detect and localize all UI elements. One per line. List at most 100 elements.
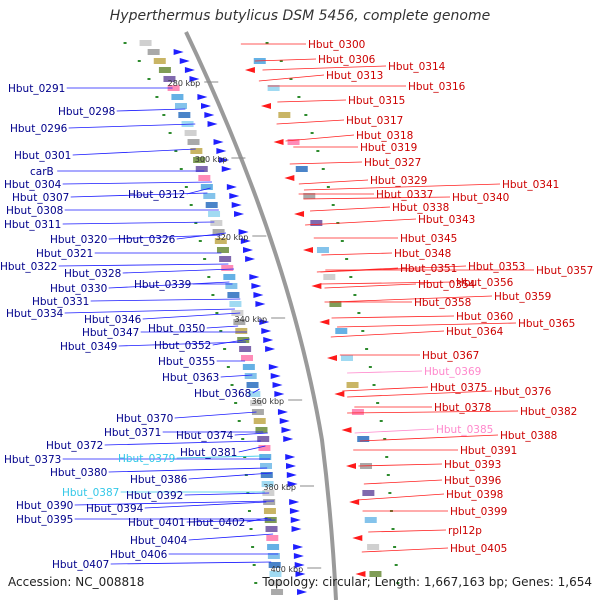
forward-gene-arrow <box>289 499 300 505</box>
right-gene-label: Hbut_0317 <box>346 115 403 127</box>
outer-track-mark <box>393 546 397 548</box>
left-leader-line <box>252 388 260 394</box>
gene-block <box>346 382 359 388</box>
left-gene-label: Hbut_0407 <box>52 559 109 571</box>
gene-block <box>266 535 279 541</box>
gene-block <box>263 499 276 505</box>
left-leader-line <box>70 192 208 198</box>
left-gene-label: Hbut_0370 <box>116 413 173 425</box>
right-gene-label: Hbut_0340 <box>452 192 509 204</box>
left-gene-label: Hbut_0380 <box>50 467 107 479</box>
right-leader-line <box>331 315 455 319</box>
left-leader-line <box>144 501 267 509</box>
right-leader-line <box>305 218 417 226</box>
right-gene-label: Hbut_0376 <box>494 386 552 398</box>
outer-track-mark <box>241 438 245 440</box>
outer-track-mark <box>386 474 390 476</box>
gene-block <box>240 355 253 361</box>
forward-gene-arrow <box>213 139 224 145</box>
outer-track-mark <box>326 186 330 188</box>
gene-block <box>260 463 273 469</box>
right-gene-label: Hbut_0357 <box>536 265 593 277</box>
outer-track-mark <box>254 582 258 584</box>
right-gene-label: Hbut_0354 <box>418 279 476 291</box>
outer-track-mark <box>207 276 211 278</box>
gene-block <box>184 130 197 136</box>
left-gene-label: Hbut_0334 <box>6 308 64 320</box>
reverse-gene-arrow <box>294 211 305 217</box>
gene-block <box>239 346 252 352</box>
left-gene-label: Hbut_0311 <box>4 219 61 231</box>
left-gene-label: Hbut_0401 <box>128 517 185 529</box>
gene-block <box>219 256 232 262</box>
gene-block <box>255 427 268 433</box>
left-gene-label: Hbut_0355 <box>158 356 215 368</box>
right-gene-label: Hbut_0360 <box>456 311 513 323</box>
reverse-gene-arrow <box>273 139 284 145</box>
outer-track-mark <box>252 564 256 566</box>
right-gene-label: Hbut_0353 <box>468 261 525 273</box>
right-gene-label: Hbut_0398 <box>446 489 503 501</box>
left-gene-label: Hbut_0392 <box>126 490 183 502</box>
forward-gene-arrow <box>285 454 296 460</box>
right-leader-line <box>303 196 451 200</box>
right-gene-label: Hbut_0399 <box>450 506 507 518</box>
outer-track-mark <box>237 420 241 422</box>
right-leader-line <box>358 463 443 467</box>
gene-block <box>242 364 255 370</box>
outer-track-mark <box>304 114 308 116</box>
right-leader-line <box>363 479 443 485</box>
right-label-layer: Hbut_0300 Hbut_0306 Hbut_0314 Hbut_0313 Hbut… <box>308 39 593 555</box>
gene-block <box>248 391 261 397</box>
forward-gene-arrow <box>189 76 200 82</box>
right-gene-label: Hbut_0318 <box>356 130 413 142</box>
right-leader-line <box>289 161 363 165</box>
left-gene-label: Hbut_0404 <box>130 535 188 547</box>
right-gene-label: Hbut_0345 <box>400 233 457 245</box>
forward-gene-arrow <box>238 229 249 235</box>
right-gene-label: Hbut_0358 <box>414 297 471 309</box>
left-leader-line <box>238 445 266 453</box>
right-gene-label: Hbut_0337 <box>376 189 433 201</box>
outer-track-mark <box>246 492 250 494</box>
left-leader-line <box>64 308 235 314</box>
reverse-gene-arrow <box>260 103 271 109</box>
outer-track-mark <box>340 240 344 242</box>
left-leader-line <box>108 467 268 473</box>
left-gene-label: Hbut_0339 <box>134 279 191 291</box>
right-gene-label: Hbut_0375 <box>430 382 487 394</box>
left-gene-label: Hbut_0387 <box>62 487 119 499</box>
forward-gene-arrow <box>234 211 245 217</box>
left-label-layer: Hbut_0291 Hbut_0298 Hbut_0296 Hbut_0301 carB… <box>0 83 251 571</box>
left-leader-line <box>186 187 211 195</box>
tick-label: 400 kbp <box>271 565 304 574</box>
forward-gene-arrow <box>242 247 253 253</box>
gene-block <box>268 562 281 568</box>
reverse-gene-arrow <box>319 319 330 325</box>
gene-block <box>200 184 213 190</box>
gene-block <box>216 247 229 253</box>
left-gene-label: Hbut_0312 <box>128 189 185 201</box>
outer-track-mark <box>331 204 335 206</box>
left-gene-label: Hbut_0296 <box>10 123 68 135</box>
forward-gene-arrow <box>281 427 292 433</box>
gene-block <box>258 445 271 451</box>
outer-track-mark <box>349 276 353 278</box>
right-leader-line <box>330 330 445 338</box>
right-gene-label: Hbut_0351 <box>400 263 457 275</box>
outer-track-mark <box>203 258 207 260</box>
left-leader-line <box>206 325 239 329</box>
right-leader-line <box>324 283 417 289</box>
gene-block <box>153 58 166 64</box>
genome-backbone <box>184 31 338 600</box>
forward-gene-arrow <box>274 391 285 397</box>
right-gene-label: Hbut_0369 <box>424 366 481 378</box>
outer-track-mark <box>391 528 395 530</box>
gene-block <box>221 265 234 271</box>
right-leader-line <box>357 493 445 501</box>
left-leader-line <box>176 455 262 459</box>
outer-track-mark <box>388 492 392 494</box>
outer-track-mark <box>265 42 269 44</box>
left-leader-line <box>220 374 253 378</box>
forward-gene-arrow <box>245 256 256 262</box>
